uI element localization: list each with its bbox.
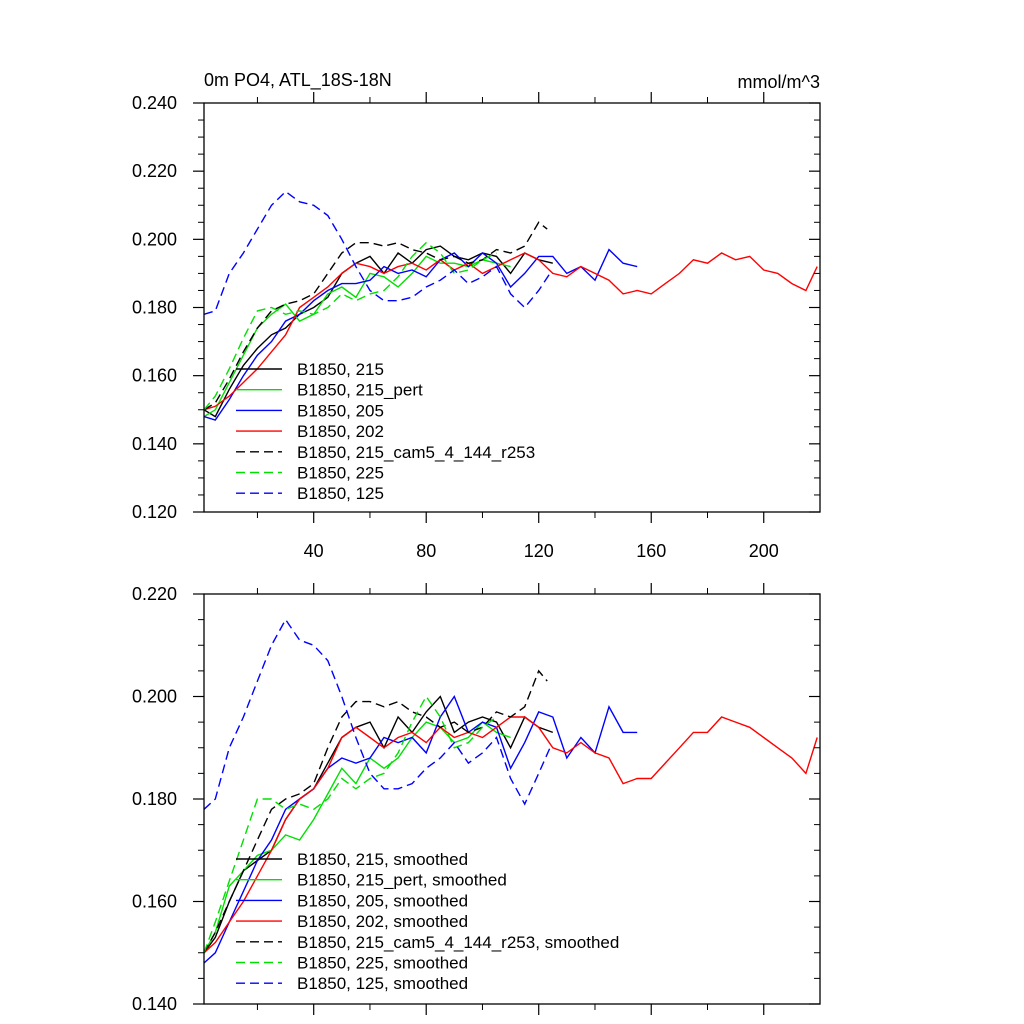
x-tick-label: 80 [416, 541, 436, 561]
y-tick-label: 0.200 [132, 687, 177, 707]
y-tick-label: 0.140 [132, 994, 177, 1014]
legend-label: B1850, 205 [297, 401, 384, 420]
y-tick-label: 0.220 [132, 584, 177, 604]
series-line-4 [203, 221, 548, 411]
series-line-5 [203, 695, 497, 954]
y-tick-label: 0.180 [132, 298, 177, 318]
units-label: mmol/m^3 [738, 72, 820, 92]
bottom-axes: 0.140 0.160 0.180 0.200 0.220 [132, 583, 821, 1015]
x-tick-label: 120 [524, 541, 554, 561]
legend-label: B1850, 215, smoothed [297, 850, 468, 869]
x-tick-label: 40 [304, 541, 324, 561]
series-line-6 [203, 190, 551, 315]
series-line-5 [203, 241, 497, 411]
series-line-6 [203, 618, 551, 810]
series-line-0 [203, 245, 553, 418]
series-line-3 [203, 252, 818, 411]
y-tick-label: 0.240 [132, 93, 177, 113]
top-series-group [203, 190, 818, 421]
legend-label: B1850, 205, smoothed [297, 891, 468, 910]
legend-label: B1850, 202 [297, 422, 384, 441]
chart-title: 0m PO4, ATL_18S-18N [204, 70, 392, 91]
bottom-legend: B1850, 215, smoothed B1850, 215_pert, smo… [236, 850, 619, 993]
legend-label: B1850, 215_pert, smoothed [297, 871, 507, 890]
series-line-4 [203, 669, 548, 954]
y-tick-label: 0.140 [132, 434, 177, 454]
series-line-3 [203, 716, 818, 954]
series-line-1 [203, 721, 511, 954]
bottom-panel: 0.140 0.160 0.180 0.200 0.220 B1850, 215, sm… [132, 583, 821, 1015]
legend-label: B1850, 125, smoothed [297, 974, 468, 993]
legend-label: B1850, 215_cam5_4_144_r253, smoothed [297, 933, 619, 952]
y-tick-label: 0.180 [132, 789, 177, 809]
legend-label: B1850, 215 [297, 360, 384, 379]
y-tick-label: 0.160 [132, 366, 177, 386]
y-tick-label: 0.200 [132, 229, 177, 249]
legend-label: B1850, 215_cam5_4_144_r253 [297, 443, 535, 462]
y-tick-label: 0.120 [132, 502, 177, 522]
bottom-series-group [203, 618, 818, 964]
series-line-2 [203, 248, 638, 421]
legend-label: B1850, 125 [297, 484, 384, 503]
top-axes: 40 80 120 160 200 0.120 0.140 0.160 0.180 0.200 0.… [132, 92, 821, 561]
legend-label: B1850, 215_pert [297, 381, 423, 400]
series-line-2 [203, 695, 638, 964]
x-tick-label: 160 [636, 541, 666, 561]
legend-label: B1850, 225, smoothed [297, 954, 468, 973]
y-tick-label: 0.160 [132, 892, 177, 912]
legend-label: B1850, 202, smoothed [297, 912, 468, 931]
x-tick-label: 200 [749, 541, 779, 561]
legend-label: B1850, 225 [297, 464, 384, 483]
top-panel: 0m PO4, ATL_18S-18N mmol/m^3 40 80 120 160 2… [132, 70, 821, 561]
y-tick-label: 0.220 [132, 161, 177, 181]
